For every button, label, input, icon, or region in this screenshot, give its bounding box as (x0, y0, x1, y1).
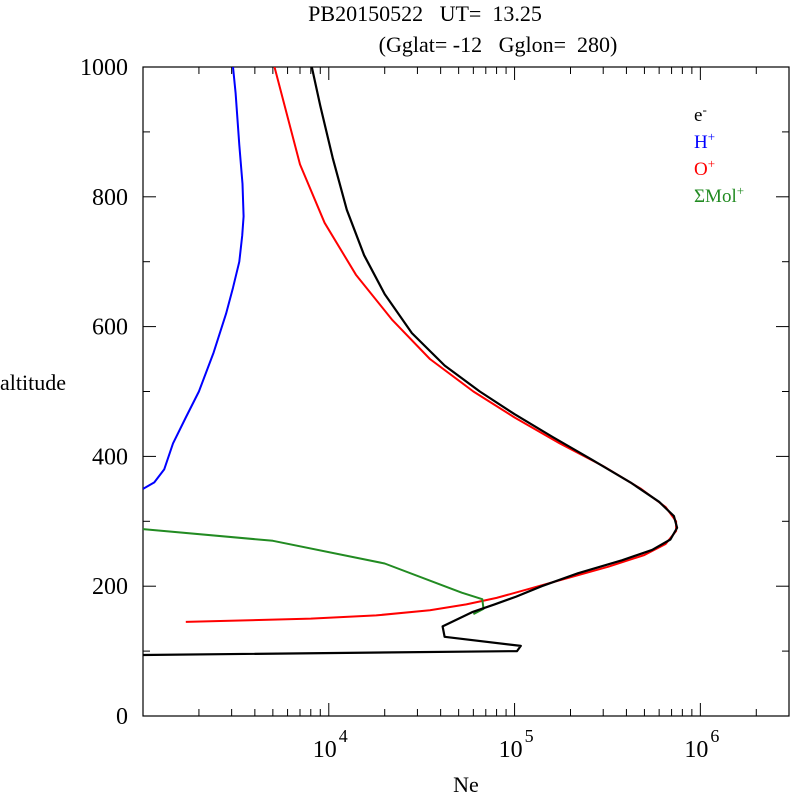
y-tick-label-5: 1000 (80, 55, 128, 81)
legend-entry-1: H+ (694, 129, 715, 153)
y-tick-label-3: 600 (92, 315, 128, 341)
x-tick-exponent-0: 4 (339, 726, 348, 746)
chart-title-line1: PB20150522 UT= 13.25 (308, 1, 542, 26)
x-tick-exponent-2: 6 (710, 726, 719, 746)
legend: e- H+ O+ ΣMol+ (694, 102, 744, 207)
y-axis-label: altitude (0, 370, 66, 395)
legend-entry-2: O+ (694, 156, 715, 180)
chart-title-line2: (Gglat= -12 Gglon= 280) (379, 32, 618, 57)
series-line-3 (143, 528, 485, 615)
y-tick-label-4: 800 (92, 185, 128, 211)
x-axis-label: Ne (453, 772, 479, 796)
x-tick-label-2: 10 (684, 737, 708, 763)
y-tick-label-1: 200 (92, 574, 128, 600)
series-line-1 (143, 67, 245, 490)
x-tick-label-1: 10 (499, 737, 523, 763)
legend-entry-0: e- (694, 102, 707, 126)
x-tick-exponent-1: 5 (525, 726, 534, 746)
y-tick-label-0: 0 (116, 704, 128, 730)
y-tick-labels: 0 200 400 600 800 1000 (80, 55, 128, 730)
series-lines (143, 67, 679, 657)
legend-entry-3: ΣMol+ (694, 183, 744, 207)
x-tick-label-0: 10 (313, 737, 337, 763)
y-tick-label-2: 400 (92, 444, 128, 470)
axis-ticks (142, 66, 790, 717)
series-line-0 (143, 67, 679, 657)
